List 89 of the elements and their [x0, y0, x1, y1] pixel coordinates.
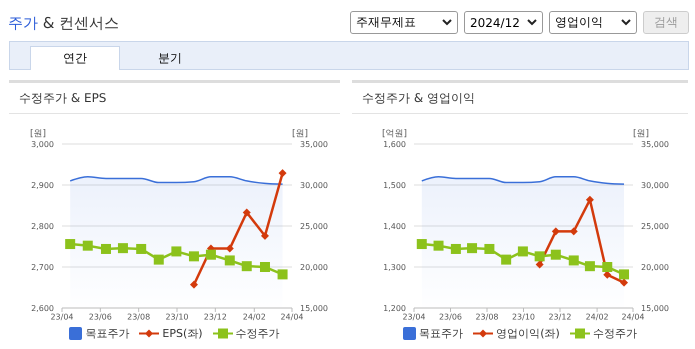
- y-tick-label: 1,300: [383, 262, 406, 272]
- text: 주재무제표: [356, 14, 416, 31]
- y-tick-label: 3,000: [31, 140, 54, 149]
- point: [154, 254, 164, 265]
- x-tick-label: 24/04: [280, 312, 304, 322]
- point: [619, 269, 630, 280]
- y-tick-label: 1,600: [383, 140, 406, 149]
- point: [584, 261, 595, 272]
- y-tick-label: 2,700: [31, 262, 54, 272]
- x-tick-label: 24/02: [586, 312, 609, 322]
- y2-axis-title: [원]: [633, 128, 650, 140]
- point: [550, 250, 561, 260]
- text: 연간: [30, 46, 120, 70]
- legend-label: 목표주가: [419, 326, 464, 341]
- x-tick-label: 23/04: [402, 312, 426, 322]
- point: [226, 244, 234, 253]
- y-tick-label: 2,900: [31, 180, 54, 190]
- point: [260, 232, 269, 240]
- y-axis-title: [억원]: [382, 128, 408, 140]
- point: [484, 244, 494, 254]
- point: [82, 240, 93, 251]
- legend-label: 영업이익(좌): [496, 326, 560, 341]
- point: [206, 250, 216, 260]
- point: [534, 251, 545, 262]
- text: 영업이익: [555, 14, 603, 31]
- text: 주가 & 컨센서스: [8, 14, 120, 33]
- y2-tick-label: 25,000: [641, 222, 669, 231]
- x-tick-label: 23/08: [127, 312, 150, 322]
- point: [188, 251, 199, 262]
- y-tick-label: 1,200: [383, 304, 406, 313]
- legend-label: 수정주가: [236, 326, 280, 341]
- text: 검색: [643, 11, 689, 34]
- point: [450, 244, 461, 254]
- y-tick-label: 1,500: [383, 180, 406, 190]
- y-tick-label: 2,800: [31, 222, 54, 231]
- legend-label: 수정주가: [592, 326, 637, 341]
- legend-label: 목표주가: [85, 326, 130, 341]
- point: [242, 208, 251, 216]
- legend-label: EPS(좌): [162, 326, 203, 341]
- point: [602, 262, 612, 272]
- point: [536, 260, 544, 269]
- chart-title: 수정주가 & EPS: [19, 90, 106, 107]
- y-tick-label: 1,400: [383, 222, 406, 231]
- y2-tick-label: 25,000: [300, 222, 328, 231]
- point: [65, 239, 76, 250]
- x-tick-label: 23/06: [438, 312, 462, 322]
- y-tick-label: 2,600: [31, 304, 54, 313]
- point: [278, 169, 287, 178]
- point: [570, 227, 578, 236]
- x-tick-label: 23/06: [88, 312, 112, 322]
- point: [434, 240, 444, 251]
- point: [224, 255, 235, 266]
- text: 분기: [157, 50, 183, 66]
- y2-tick-label: 15,000: [300, 304, 328, 313]
- y2-tick-label: 15,000: [641, 304, 669, 313]
- point: [620, 278, 628, 287]
- point: [171, 246, 182, 256]
- x-tick-label: 23/04: [50, 312, 74, 322]
- y2-tick-label: 20,000: [300, 262, 328, 272]
- y2-tick-label: 35,000: [641, 140, 669, 149]
- point: [586, 196, 594, 204]
- y2-tick-label: 30,000: [300, 180, 328, 190]
- point: [100, 244, 111, 254]
- text: 2024/12: [470, 16, 520, 30]
- point: [242, 261, 252, 272]
- x-tick-label: 23/10: [165, 312, 189, 322]
- point: [416, 239, 427, 250]
- chart-title: 수정주가 & 영업이익: [362, 90, 475, 107]
- x-tick-label: 23/12: [548, 312, 572, 322]
- point: [552, 227, 560, 236]
- point: [501, 254, 512, 265]
- x-tick-label: 23/10: [512, 312, 536, 322]
- point: [260, 262, 270, 272]
- point: [190, 280, 198, 289]
- x-tick-label: 24/04: [621, 312, 645, 322]
- point: [278, 269, 288, 280]
- x-tick-label: 23/12: [204, 312, 227, 322]
- y-axis-title: [원]: [30, 128, 46, 140]
- y2-tick-label: 35,000: [300, 140, 328, 149]
- y2-tick-label: 20,000: [641, 262, 669, 272]
- x-tick-label: 23/08: [475, 312, 499, 322]
- y2-tick-label: 30,000: [641, 180, 669, 190]
- point: [118, 243, 128, 254]
- x-tick-label: 24/02: [242, 312, 266, 322]
- point: [568, 255, 579, 266]
- point: [518, 246, 528, 256]
- point: [467, 243, 478, 254]
- point: [136, 244, 146, 254]
- y2-axis-title: [원]: [292, 128, 308, 140]
